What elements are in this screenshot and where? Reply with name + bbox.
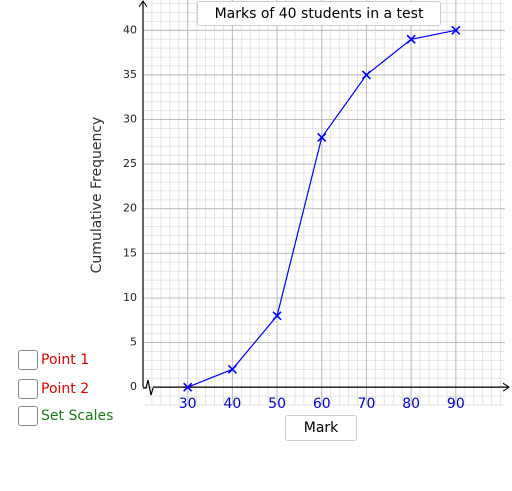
y-tick-label: 35 xyxy=(123,68,137,81)
data-point xyxy=(272,311,282,321)
y-tick-label: 25 xyxy=(123,157,137,170)
x-tick-label: 70 xyxy=(358,396,376,412)
x-tick-label: 50 xyxy=(268,396,286,412)
checkbox-label: Point 1 xyxy=(41,352,90,368)
checkbox-box[interactable] xyxy=(18,379,38,399)
y-tick-label: 15 xyxy=(123,246,137,259)
x-tick-label: 40 xyxy=(223,396,241,412)
checkbox[interactable]: Point 2 xyxy=(18,379,89,399)
axis-break xyxy=(143,379,154,396)
checkbox[interactable]: Point 1 xyxy=(18,350,89,370)
data-point xyxy=(317,132,327,142)
data-point xyxy=(227,364,237,374)
data-point xyxy=(451,25,461,35)
checkbox-box[interactable] xyxy=(18,350,38,370)
y-tick-label: 5 xyxy=(130,336,137,349)
data-point xyxy=(361,70,372,80)
checkbox[interactable]: Set Scales xyxy=(18,406,113,426)
minor-grid xyxy=(143,0,505,406)
x-tick-label: 90 xyxy=(447,396,465,412)
y-tick-label: 20 xyxy=(123,202,137,215)
x-tick-label: 30 xyxy=(179,396,197,412)
x-axis-label: Mark xyxy=(285,415,357,441)
y-tick-label: 0 xyxy=(130,380,137,393)
x-tick-label: 80 xyxy=(402,396,420,412)
checkbox-box[interactable] xyxy=(18,406,38,426)
checkbox-label: Point 2 xyxy=(41,381,90,397)
y-axis-label: Cumulative Frequency xyxy=(89,117,105,274)
y-tick-label: 10 xyxy=(123,291,137,304)
y-tick-label: 30 xyxy=(123,113,137,126)
y-tick-label: 40 xyxy=(123,23,137,36)
chart-title: Marks of 40 students in a test xyxy=(197,1,441,26)
x-tick-label: 60 xyxy=(313,396,331,412)
data-point xyxy=(406,34,416,44)
x-axis-arrow xyxy=(502,382,510,392)
y-axis-arrow xyxy=(138,0,148,8)
checkbox-label: Set Scales xyxy=(41,408,114,424)
data-point xyxy=(183,382,193,392)
